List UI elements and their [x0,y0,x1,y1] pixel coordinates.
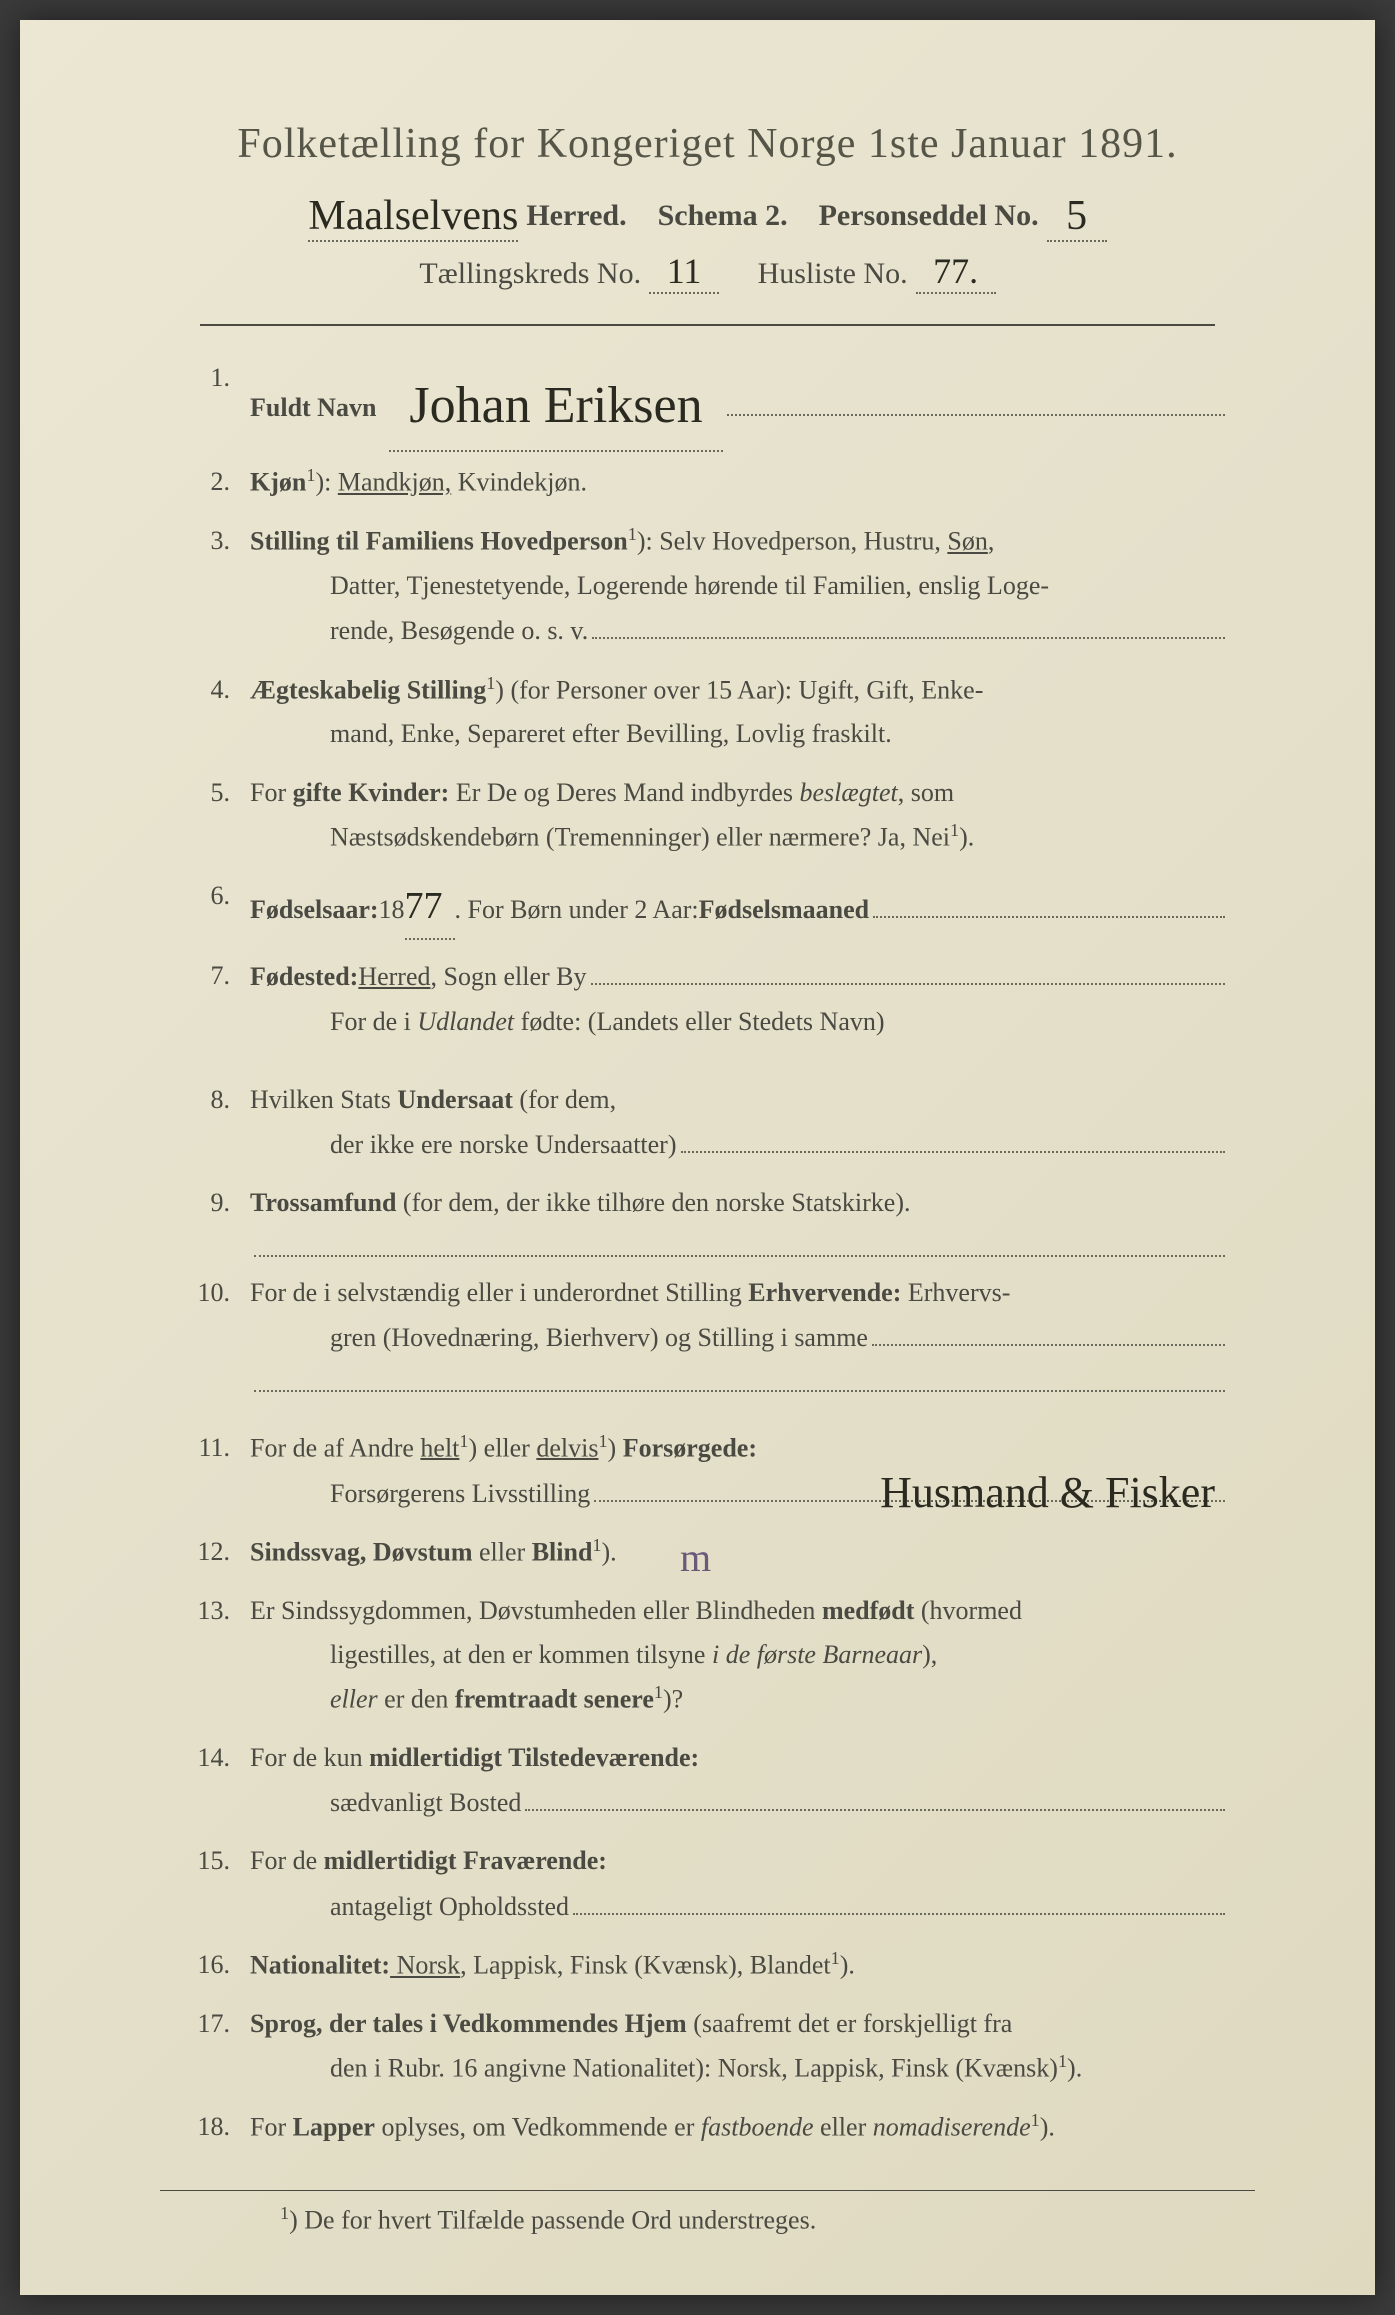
census-form-page: Folketælling for Kongeriget Norge 1ste J… [20,20,1375,2295]
name-value-handwritten: Johan Eriksen [389,362,722,452]
row-num: 11. [190,1426,250,1470]
row-9-religion: 9. Trossamfund (for dem, der ikke tilhør… [190,1181,1225,1256]
norsk-option: Norsk [390,1951,460,1980]
row-17-language: 17. Sprog, der tales i Vedkommendes Hjem… [190,2002,1225,2091]
row-1-name: 1. Fuldt Navn Johan Eriksen [190,356,1225,446]
row-13-disability-onset: 13. Er Sindssygdommen, Døvstumheden elle… [190,1589,1225,1722]
trossamfund-label: Trossamfund [250,1188,396,1217]
footnote-ref: 1 [831,1948,840,1968]
row-num: 4. [190,668,250,712]
kjon-label: Kjøn [250,468,306,497]
form-body: 1. Fuldt Navn Johan Eriksen 2. Kjøn1): M… [160,356,1255,2150]
birthyear-value-handwritten: 77 [405,874,455,941]
row-num: 7. [190,954,250,998]
husliste-value-handwritten: 77. [916,250,996,294]
fuldt-navn-label: Fuldt Navn [250,386,376,430]
footnote-marker: 1 [280,2203,289,2223]
livsstilling-value-handwritten: Husmand & Fisker [880,1456,1215,1531]
form-title: Folketælling for Kongeriget Norge 1ste J… [160,120,1255,168]
dotted-fill [727,385,1225,416]
footnote-ref: 1 [592,1535,601,1555]
footnote-ref: 1 [628,524,637,544]
kreds-value-handwritten: 11 [649,250,719,294]
row-12-disability: 12. Sindssvag, Døvstum eller Blind1). m [190,1530,1225,1575]
footnote-ref: 1 [486,673,495,693]
row-6-birthyear: 6. Fødselsaar: 1877 . For Børn under 2 A… [190,874,1225,941]
row-num: 8. [190,1078,250,1122]
dotted-fill [681,1122,1226,1153]
nationalitet-label: Nationalitet: [250,1951,390,1980]
row-num: 16. [190,1943,250,1987]
row-num: 6. [190,874,250,918]
row-num: 15. [190,1839,250,1883]
dotted-fill [254,1226,1225,1257]
row-num: 3. [190,519,250,563]
form-header: Folketælling for Kongeriget Norge 1ste J… [160,120,1255,294]
dotted-fill [873,887,1225,918]
dotted-fill [254,1360,1225,1391]
row-8-citizenship: 8. Hvilken Stats Undersaat (for dem, der… [190,1078,1225,1168]
aegteskab-label: Ægteskabelig Stilling [250,675,486,704]
header-rule [200,324,1215,326]
dotted-fill [525,1780,1225,1811]
row-11-dependents: 11. For de af Andre helt1) eller delvis1… [190,1426,1225,1516]
row-12-handwritten-mark: m [680,1524,711,1592]
fodselsaar-label: Fødselsaar: [250,888,379,932]
dotted-fill [592,608,1225,639]
row-num: 14. [190,1736,250,1780]
footnote: 1) De for hvert Tilfælde passende Ord un… [160,2190,1255,2236]
subheader-line-2: Tællingskreds No. 11 Husliste No. 77. [160,250,1255,294]
stilling-label: Stilling til Familiens Hovedperson [250,527,628,556]
row-num: 10. [190,1271,250,1315]
footnote-text: ) De for hvert Tilfælde passende Ord und… [289,2205,816,2234]
row-14-temp-present: 14. For de kun midlertidigt Tilstedevære… [190,1736,1225,1826]
row-4-line2: mand, Enke, Separeret efter Bevilling, L… [250,712,1225,756]
footnote-ref: 1 [654,1682,663,1702]
footnote-ref: 1 [1058,2051,1067,2071]
row-3-relation: 3. Stilling til Familiens Hovedperson1):… [190,519,1225,653]
dotted-fill [591,954,1225,985]
mandkjon-option: Mandkjøn, [338,468,451,497]
herred-option: Herred [358,955,430,999]
row-num: 12. [190,1530,250,1574]
fodested-label: Fødested: [250,955,358,999]
kreds-label: Tællingskreds No. [419,257,641,291]
row-18-lapper: 18. For Lapper oplyses, om Vedkommende e… [190,2105,1225,2150]
footnote-ref: 1 [459,1431,468,1451]
personseddel-label: Personseddel No. [819,199,1039,233]
personseddel-value-handwritten: 5 [1047,192,1107,242]
kvindekjon-option: Kvindekjøn. [451,468,587,497]
dotted-fill [872,1315,1225,1346]
footnote-ref: 1 [1031,2110,1040,2130]
subheader-line-1: Maalselvens Herred. Schema 2. Personsedd… [160,188,1255,238]
footnote-ref: 1 [950,820,959,840]
son-option: Søn [947,527,987,556]
dotted-fill [573,1884,1225,1915]
row-3-line3: rende, Besøgende o. s. v. [330,609,588,653]
row-num: 17. [190,2002,250,2046]
row-16-nationality: 16. Nationalitet: Norsk, Lappisk, Finsk … [190,1943,1225,1988]
row-15-temp-absent: 15. For de midlertidigt Fraværende: anta… [190,1839,1225,1929]
row-4-marital: 4. Ægteskabelig Stilling1) (for Personer… [190,668,1225,757]
row-num: 9. [190,1181,250,1225]
row-num: 18. [190,2105,250,2149]
sprog-label: Sprog, der tales i Vedkommendes Hjem [250,2009,687,2038]
schema-label: Schema 2. [658,199,788,233]
row-5-married-women: 5. For gifte Kvinder: Er De og Deres Man… [190,771,1225,860]
herred-label: Herred. [526,199,626,233]
fodselsmaaned-label: Fødselsmaaned [699,888,869,932]
row-num: 1. [190,356,250,400]
row-7-birthplace: 7. Fødested: Herred , Sogn eller By For … [190,954,1225,1044]
row-10-occupation: 10. For de i selvstændig eller i underor… [190,1271,1225,1392]
row-num: 5. [190,771,250,815]
herred-value-handwritten: Maalselvens [308,192,518,242]
row-num: 13. [190,1589,250,1633]
husliste-label: Husliste No. [758,257,908,291]
footnote-ref: 1 [598,1431,607,1451]
row-3-line2: Datter, Tjenestetyende, Logerende hørend… [250,564,1225,608]
row-num: 2. [190,460,250,504]
row-2-sex: 2. Kjøn1): Mandkjøn, Kvindekjøn. [190,460,1225,505]
